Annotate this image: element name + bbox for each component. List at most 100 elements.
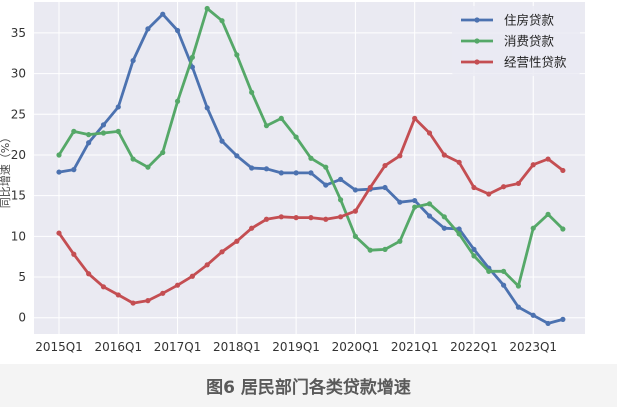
data-point xyxy=(323,182,329,188)
data-point xyxy=(86,132,92,138)
data-point xyxy=(189,273,195,279)
data-point xyxy=(367,184,373,191)
data-point xyxy=(530,162,536,168)
x-tick-label: 2021Q1 xyxy=(391,340,439,354)
data-point xyxy=(71,128,77,134)
gridlines xyxy=(34,2,585,334)
data-point xyxy=(545,156,551,162)
data-point xyxy=(219,249,225,255)
data-point xyxy=(204,262,210,268)
data-point xyxy=(560,226,566,232)
data-point xyxy=(441,214,447,220)
data-point xyxy=(308,215,314,221)
y-tick-label: 30 xyxy=(11,67,26,81)
data-point xyxy=(293,170,299,176)
data-point xyxy=(204,105,210,111)
data-point xyxy=(308,155,314,161)
x-tick-label: 2017Q1 xyxy=(154,340,202,354)
data-point xyxy=(174,282,181,288)
series-lines xyxy=(56,5,566,327)
data-point xyxy=(174,98,181,104)
data-point xyxy=(160,149,166,156)
data-point xyxy=(367,247,373,253)
data-point xyxy=(234,52,240,58)
x-tick-label: 2023Q1 xyxy=(509,340,557,354)
data-point xyxy=(86,271,92,277)
x-tick-label: 2022Q1 xyxy=(450,340,498,354)
data-point xyxy=(397,153,403,159)
data-point xyxy=(160,290,166,296)
data-point xyxy=(130,57,136,64)
data-point xyxy=(323,216,329,222)
data-point xyxy=(189,64,195,70)
legend-label: 消费贷款 xyxy=(504,34,555,49)
data-point xyxy=(530,312,536,318)
data-point xyxy=(471,184,477,191)
data-point xyxy=(56,152,62,158)
data-point xyxy=(486,268,492,274)
data-point xyxy=(278,170,284,176)
x-axis-ticks: 2015Q1 2016Q1 2017Q1 2018Q1 2019Q1 2020Q1 2021… xyxy=(35,340,557,354)
y-tick-label: 25 xyxy=(11,107,26,121)
data-point xyxy=(219,138,225,144)
data-point xyxy=(189,54,195,60)
data-point xyxy=(530,225,536,231)
x-tick-label: 2016Q1 xyxy=(94,340,142,354)
data-point xyxy=(115,128,121,134)
data-point xyxy=(234,153,240,159)
data-point xyxy=(145,164,151,170)
x-tick-label: 2019Q1 xyxy=(272,340,320,354)
data-point xyxy=(486,191,492,197)
data-point xyxy=(249,225,255,231)
data-point xyxy=(100,130,107,136)
data-point xyxy=(204,5,210,12)
legend-label: 经营性贷款 xyxy=(504,55,567,70)
y-tick-label: 5 xyxy=(18,270,26,284)
data-point xyxy=(382,162,388,169)
x-tick-label: 2015Q1 xyxy=(35,340,83,354)
y-tick-label: 0 xyxy=(18,311,26,325)
data-point xyxy=(278,214,284,220)
legend-label: 住房贷款 xyxy=(504,13,555,28)
data-point xyxy=(382,184,388,191)
data-point xyxy=(278,115,284,121)
figure-caption: 图6 居民部门各类贷款增速 xyxy=(206,378,411,398)
data-point xyxy=(456,231,462,237)
data-point xyxy=(515,304,522,310)
data-point xyxy=(515,180,522,187)
data-point xyxy=(323,164,329,170)
x-tick-label: 2018Q1 xyxy=(213,340,261,354)
data-point xyxy=(115,104,121,110)
data-point xyxy=(293,215,299,221)
data-point xyxy=(412,197,418,204)
data-point xyxy=(441,225,447,231)
data-point xyxy=(174,27,181,34)
data-point xyxy=(501,282,507,288)
data-point xyxy=(249,89,255,95)
data-point xyxy=(100,284,107,290)
data-point xyxy=(337,197,344,203)
data-point xyxy=(263,216,270,222)
data-point xyxy=(456,159,462,165)
y-tick-label: 35 xyxy=(11,26,26,40)
data-point xyxy=(263,123,270,129)
y-tick-label: 10 xyxy=(11,229,26,243)
data-point xyxy=(130,156,136,162)
x-tick-label: 2020Q1 xyxy=(332,340,380,354)
data-point xyxy=(234,238,240,244)
data-point xyxy=(501,268,507,274)
legend-box xyxy=(452,6,580,76)
data-point xyxy=(426,201,433,207)
data-point xyxy=(71,167,77,173)
legend-marker xyxy=(474,38,480,44)
data-point xyxy=(86,140,92,146)
legend-marker xyxy=(474,59,480,65)
data-point xyxy=(308,170,314,176)
data-point xyxy=(145,298,151,304)
data-point xyxy=(426,130,433,136)
y-tick-label: 20 xyxy=(11,148,26,162)
data-point xyxy=(249,165,255,171)
data-point xyxy=(219,18,225,24)
